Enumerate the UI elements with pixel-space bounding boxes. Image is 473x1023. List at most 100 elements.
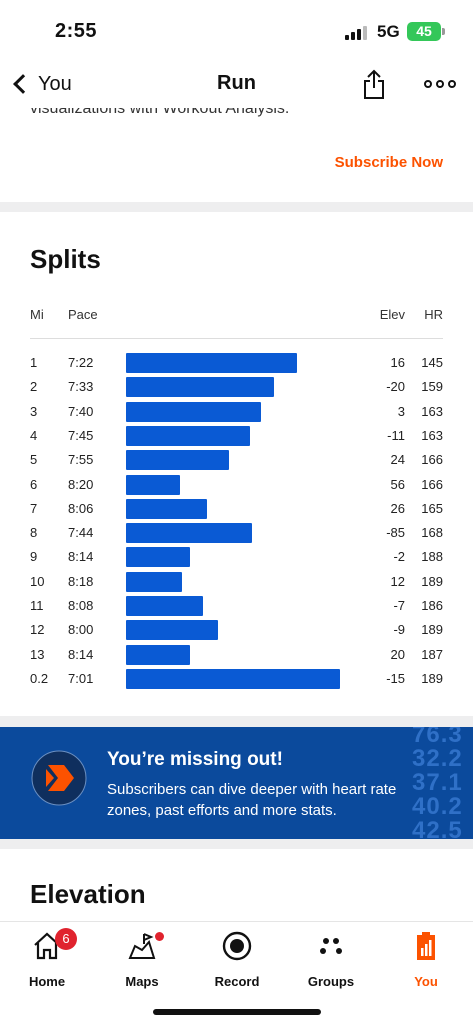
split-hr: 163 [421,427,443,443]
tab-home[interactable]: 6 Home [7,928,87,990]
back-button[interactable]: You [10,66,72,102]
split-elev: 20 [390,646,405,662]
share-icon [364,69,384,99]
split-hr: 166 [421,452,443,468]
split-mile: 2 [30,379,38,395]
tab-record[interactable]: Record [197,930,277,990]
status-time: 2:55 [55,20,98,42]
split-hr: 187 [421,646,443,662]
battery-icon: 45 [407,22,445,41]
split-mile: 11 [30,598,44,613]
split-mile: 10 [30,573,45,589]
split-pace-bar [126,450,229,471]
split-row: 9 8:14 -2 188 [0,545,473,569]
split-pace: 8:20 [68,476,94,492]
section-divider [0,202,473,212]
more-options-button[interactable] [424,74,456,94]
split-row: 8 7:44 -85 168 [0,521,473,545]
split-elev: 26 [390,500,405,516]
split-pace: 8:14 [68,646,94,662]
split-pace: 8:14 [68,549,94,565]
network-type: 5G [377,22,400,41]
split-pace: 8:18 [68,573,94,589]
upsell-banner[interactable]: You’re missing out! Subscribers can dive… [0,727,473,839]
upsell-title: You’re missing out! [107,749,283,770]
home-indicator [153,1009,321,1015]
section-divider [0,716,473,727]
split-elev: -85 [386,525,405,541]
header-pace: Pace [68,307,98,322]
signal-icon [345,25,371,40]
split-mile: 7 [30,500,38,516]
page-title: Run [217,72,256,94]
tab-maps[interactable]: Maps [102,930,182,990]
split-row: 7 8:06 26 165 [0,497,473,521]
split-hr: 166 [421,476,443,492]
notification-badge: 6 [55,928,77,950]
split-hr: 189 [421,622,443,638]
split-elev: -15 [386,670,405,686]
split-hr: 165 [421,500,443,516]
splits-title: Splits [30,244,101,274]
tab-groups[interactable]: Groups [291,930,371,990]
split-pace: 7:33 [68,379,94,395]
notification-dot [155,932,164,941]
split-elev: -9 [393,622,405,638]
split-pace-bar [126,353,297,373]
split-row: 3 7:40 3 163 [0,400,473,424]
split-elev: 16 [390,355,405,370]
split-elev: -11 [387,427,405,443]
split-row: 4 7:45 -11 163 [0,424,473,448]
split-pace-bar [126,668,340,689]
header-mi: Mi [30,307,44,322]
split-row: 10 8:18 12 189 [0,570,473,594]
split-row: 12 8:00 -9 189 [0,618,473,642]
split-elev: 56 [390,476,405,492]
split-mile: 13 [30,646,45,662]
split-pace-bar [126,523,252,544]
split-pace-bar [126,547,190,568]
split-row: 5 7:55 24 166 [0,448,473,472]
elevation-title: Elevation [30,879,146,909]
promo-text: visualizations with Workout Analysis. [30,108,290,117]
split-elev: -20 [386,379,405,395]
split-row: 6 8:20 56 166 [0,473,473,497]
split-pace: 7:22 [68,355,94,370]
split-elev: 24 [390,452,405,468]
nav-bar: You Run [0,60,473,108]
split-mile: 5 [30,452,38,468]
split-pace-bar [126,425,250,446]
back-label: You [38,72,72,95]
tab-you[interactable]: You [386,930,466,990]
dot-icon [424,80,432,88]
split-row: 13 8:14 20 187 [0,643,473,667]
subscribe-now-link[interactable]: Subscribe Now [334,154,443,171]
split-pace: 8:06 [68,500,94,516]
divider [30,338,443,339]
split-pace-bar [126,377,274,398]
split-pace-bar [126,474,180,495]
split-pace-bar [126,644,190,665]
tab-label: Maps [125,974,159,989]
split-elev: 12 [390,573,405,589]
promo-section: visualizations with Workout Analysis. Su… [0,108,473,202]
split-row: 0.2 7:01 -15 189 [0,667,473,691]
groups-icon [320,938,342,954]
header-hr: HR [424,307,443,322]
status-bar: 2:55 5G 45 [0,0,473,60]
dot-icon [448,80,456,88]
decorative-stats: 76.3 32.2 37.1 40.2 42.5 [412,727,463,839]
split-mile: 0.2 [30,670,49,686]
tab-label: Home [28,974,66,989]
share-button[interactable] [362,68,386,100]
split-pace: 8:08 [68,598,94,613]
dot-icon [436,80,444,88]
split-row: 2 7:33 -20 159 [0,375,473,399]
split-mile: 1 [30,355,38,370]
split-elev: 3 [397,403,405,419]
strava-logo-icon [31,750,87,806]
split-hr: 188 [421,549,443,565]
maps-icon [128,933,156,959]
split-pace: 7:45 [68,427,94,443]
splits-section: Splits Mi Pace Elev HR 1 7:22 16 145 2 7:33 -2… [0,212,473,716]
